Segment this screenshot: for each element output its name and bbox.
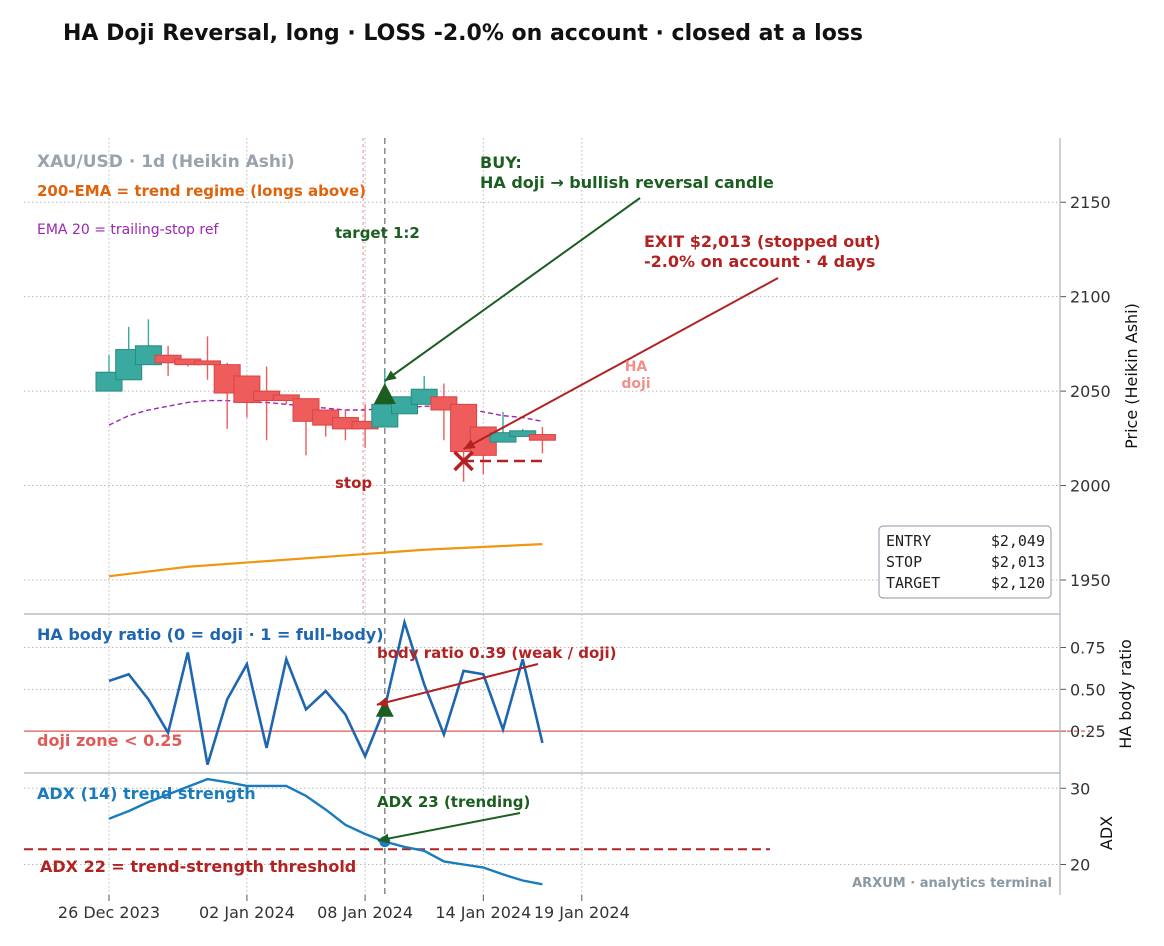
candle-body [272, 394, 300, 402]
doji-zone-label: doji zone < 0.25 [37, 731, 183, 750]
candle-body [489, 432, 517, 443]
chart-title: HA Doji Reversal, long · LOSS -2.0% on a… [63, 21, 863, 46]
exit-arrow-head [463, 439, 476, 449]
stat-target-value: $2,120 [991, 574, 1045, 592]
x-tick-label: 26 Dec 2023 [58, 903, 160, 922]
buy-annotation-line1: BUY: [480, 153, 522, 172]
adx-arrow-head [377, 833, 390, 844]
price-tick-label: 2050 [1070, 382, 1111, 401]
stat-entry-key: ENTRY [886, 532, 931, 550]
instrument-label: XAU/USD · 1d (Heikin Ashi) [37, 152, 295, 172]
ha-doji-label-2: doji [621, 376, 650, 392]
candle-body [509, 430, 537, 437]
ratio-tick-label: 0.50 [1070, 680, 1106, 699]
target-label: target 1:2 [335, 224, 420, 242]
price-tick-label: 2100 [1070, 288, 1111, 307]
x-tick-label: 14 Jan 2024 [435, 903, 531, 922]
buy-arrow-head [384, 370, 397, 381]
stat-stop-key: STOP [886, 553, 922, 571]
ratio-arrow [376, 663, 539, 706]
x-tick-label: 02 Jan 2024 [199, 903, 295, 922]
adx-axis-title: ADX [1097, 816, 1116, 850]
stop-label: stop [335, 474, 372, 492]
x-tick-label: 08 Jan 2024 [317, 903, 413, 922]
entry-marker [373, 383, 396, 404]
watermark: ARXUM · analytics terminal [852, 876, 1052, 891]
adx-title: ADX (14) trend strength [37, 784, 256, 803]
adx-annotation: ADX 23 (trending) [377, 793, 530, 811]
stat-stop-value: $2,013 [991, 553, 1045, 571]
adx-tick-label: 30 [1070, 779, 1090, 798]
x-axis: 26 Dec 2023 02 Jan 2024 08 Jan 2024 14 Jan … [58, 895, 630, 922]
ema20-line [108, 399, 543, 426]
ema200-legend: 200-EMA = trend regime (longs above) [37, 182, 366, 200]
ha-doji-label-1: HA [625, 359, 648, 375]
stat-target-key: TARGET [886, 574, 940, 592]
adx-tick-label: 20 [1070, 856, 1090, 875]
ema200-line [108, 543, 543, 578]
ratio-title: HA body ratio (0 = doji · 1 = full-body) [37, 625, 384, 644]
ratio-tick-label: 0.25 [1070, 722, 1106, 741]
ratio-annotation: body ratio 0.39 (weak / doji) [377, 644, 616, 662]
ratio-tick-label: 0.75 [1070, 638, 1106, 657]
x-tick-label: 19 Jan 2024 [534, 903, 630, 922]
price-axis-title: Price (Heikin Ashi) [1122, 303, 1141, 449]
ema20-legend: EMA 20 = trailing-stop ref [37, 222, 219, 238]
exit-arrow [463, 277, 779, 450]
candle-body [194, 360, 221, 366]
buy-annotation-line2: HA doji → bullish reversal candle [480, 173, 774, 192]
adx-line [108, 777, 543, 886]
ratio-line [108, 617, 544, 766]
stat-entry-value: $2,049 [991, 532, 1045, 550]
ratio-panel: 0.25 0.50 0.75 [24, 617, 1106, 766]
ratio-axis-title: HA body ratio [1116, 639, 1135, 749]
candle-body [528, 434, 556, 441]
grid-layer [24, 138, 1060, 895]
buy-arrow [384, 197, 641, 382]
exit-annotation-line2: -2.0% on account · 4 days [644, 252, 875, 271]
ratio-entry-marker [375, 699, 394, 717]
price-tick-label: 2000 [1070, 477, 1111, 496]
price-panel: 1950 2000 2050 2100 2150 [95, 138, 1111, 895]
trade-stats-box: ENTRY $2,049 STOP $2,013 TARGET $2,120 [878, 525, 1052, 599]
exit-marker [453, 450, 474, 472]
ratio-arrow-head [376, 697, 389, 707]
price-tick-label: 1950 [1070, 571, 1111, 590]
price-tick-label: 2150 [1070, 193, 1111, 212]
adx-arrow [377, 812, 521, 842]
exit-annotation-line1: EXIT $2,013 (stopped out) [644, 232, 881, 251]
adx-threshold-label: ADX 22 = trend-strength threshold [40, 857, 356, 876]
